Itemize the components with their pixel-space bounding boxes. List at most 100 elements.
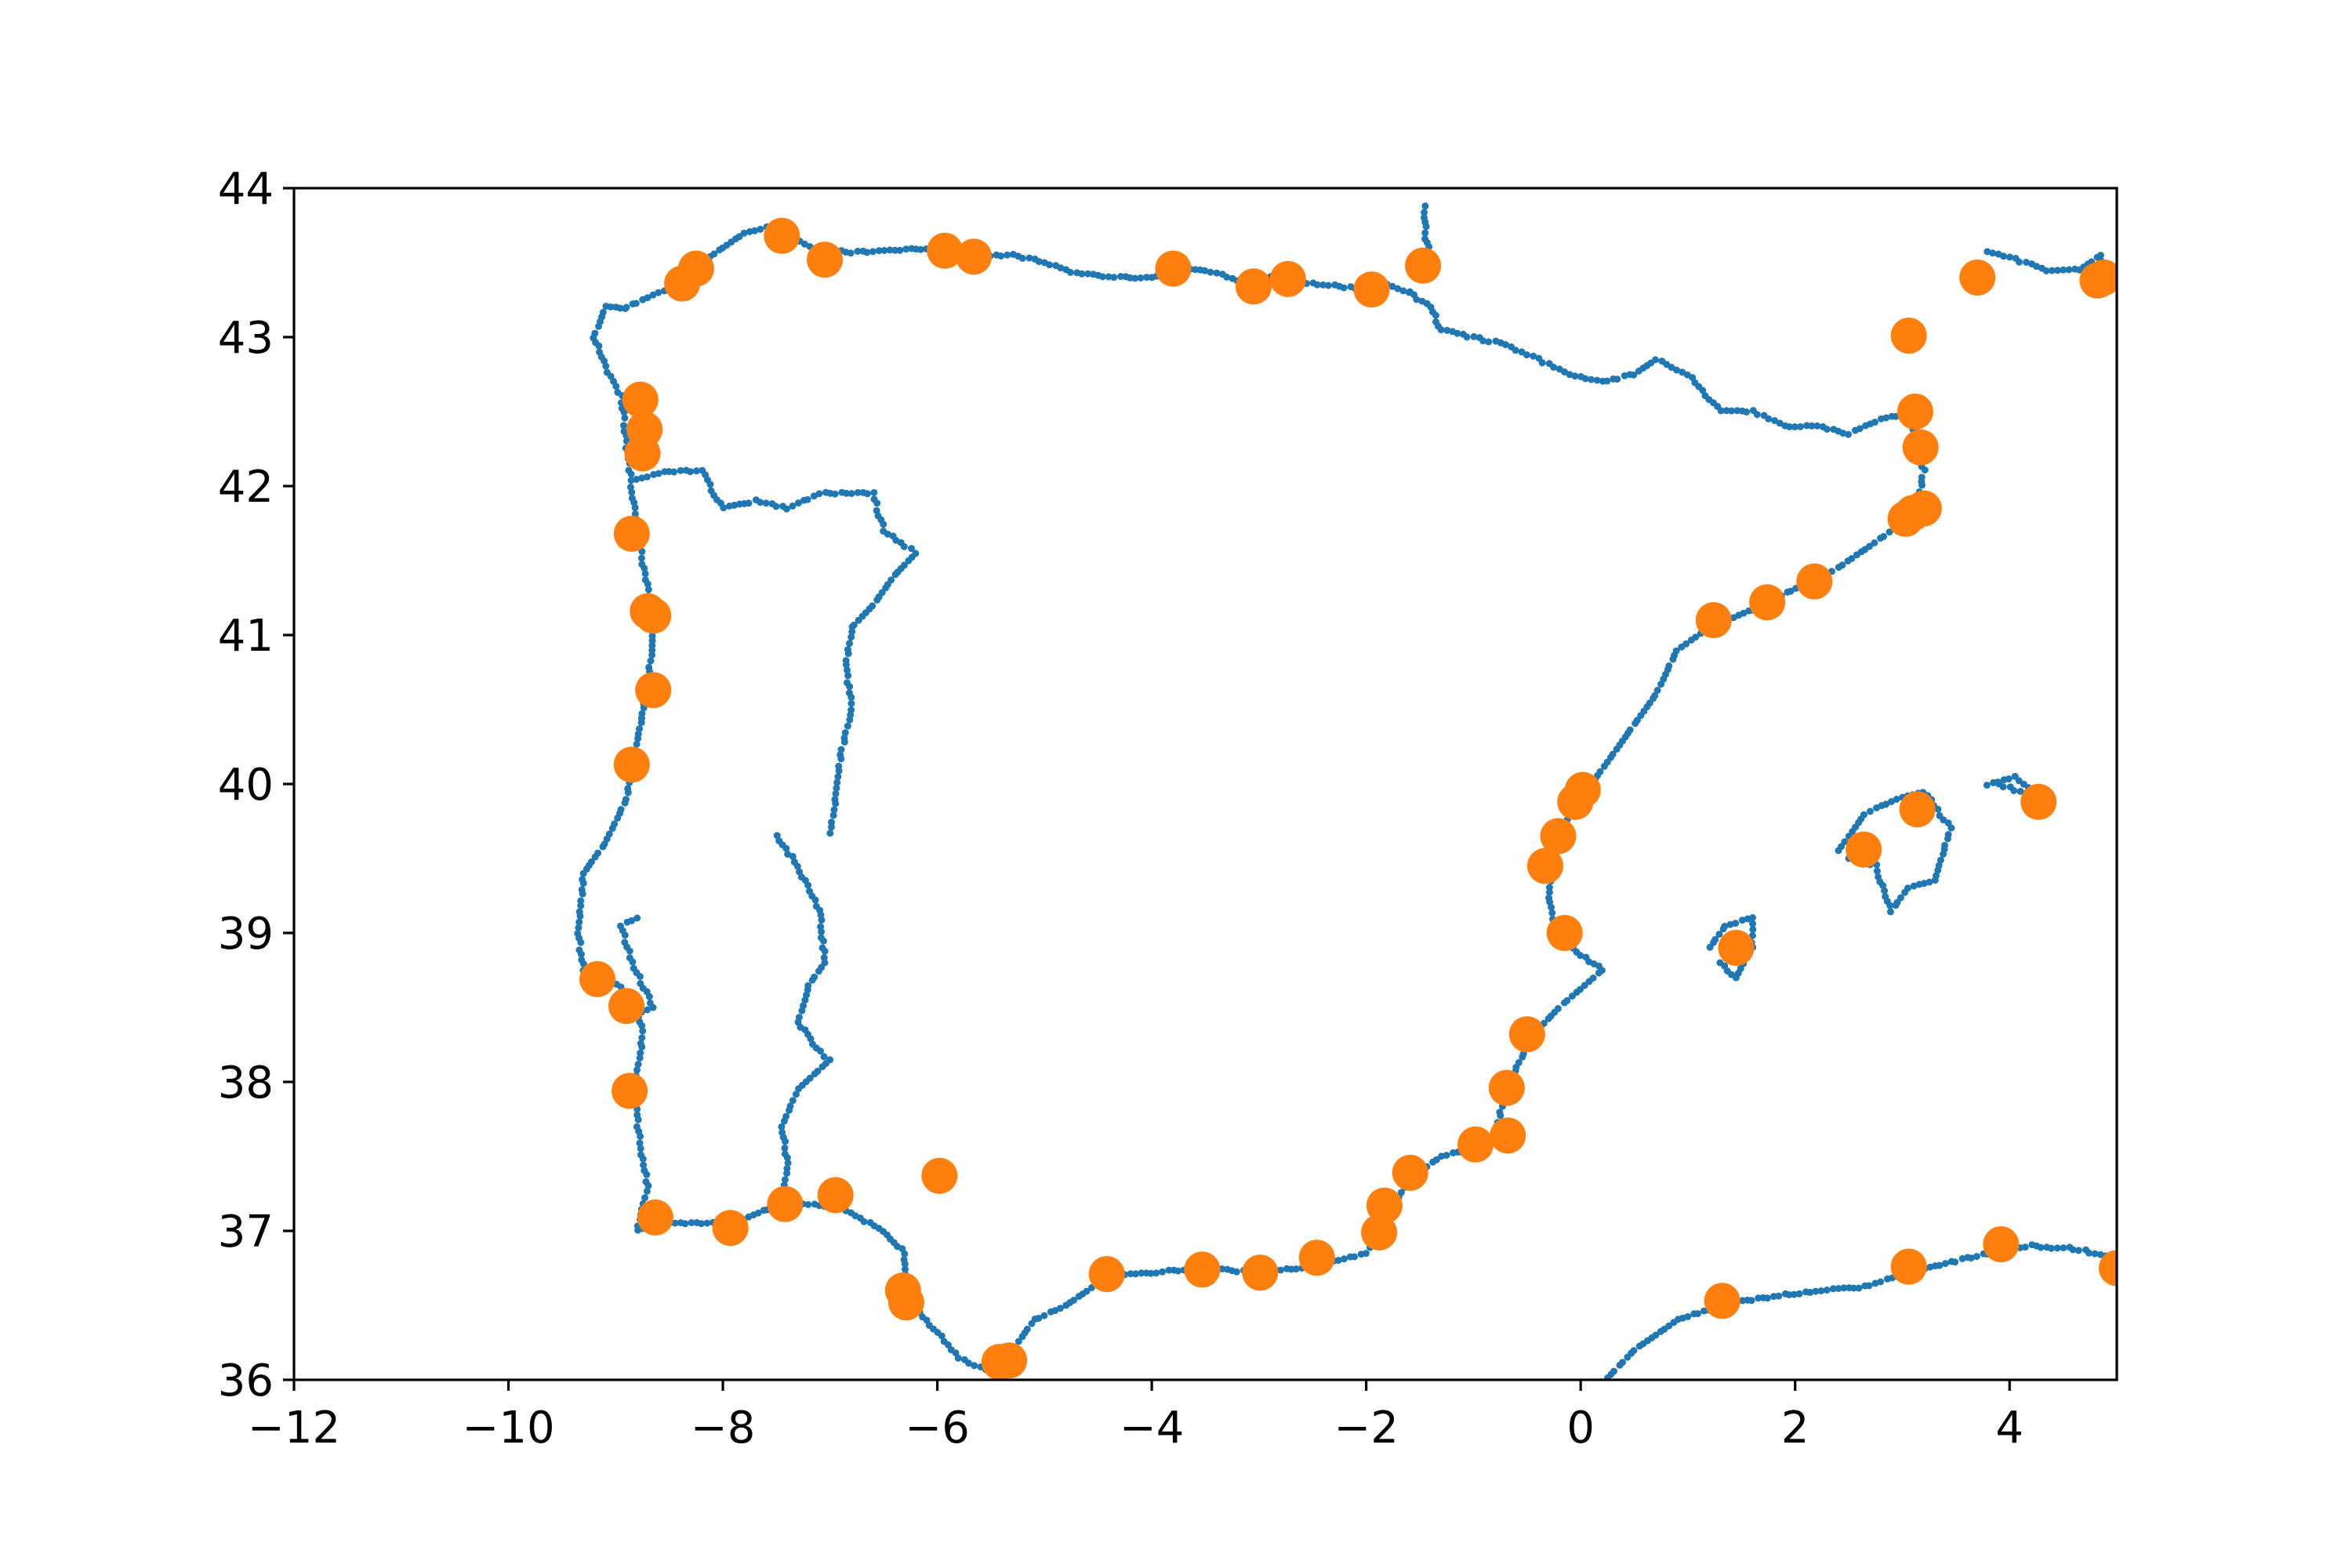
coastline-point	[1936, 1261, 1944, 1269]
coastline-point	[848, 699, 855, 707]
coastline-point	[846, 640, 853, 648]
station-point	[1846, 831, 1882, 868]
station-point	[927, 232, 964, 269]
coastline-point	[706, 481, 714, 488]
coastline-point	[1995, 780, 2003, 788]
station-point	[1242, 1254, 1279, 1291]
coastline-point	[1967, 1254, 1975, 1262]
coastline-point	[2054, 267, 2061, 274]
coastline-point	[575, 924, 583, 931]
coastline-point	[1018, 1333, 1026, 1341]
coastline-point	[636, 725, 643, 733]
coastline-point	[740, 229, 748, 237]
coastline-point	[1715, 931, 1723, 938]
coastline-point	[1399, 287, 1407, 295]
x-tick-label: −6	[905, 1403, 970, 1454]
coastline-point	[614, 389, 622, 396]
coastline-point	[880, 521, 887, 528]
coastline-point	[1716, 959, 1724, 967]
coastline-point	[2065, 266, 2073, 274]
coastline-point	[1856, 425, 1864, 433]
coastline-point	[637, 980, 644, 987]
coastline-point	[807, 1035, 815, 1043]
station-point	[1457, 1126, 1494, 1163]
coastline-point	[832, 800, 840, 808]
coastline-point	[1835, 564, 1842, 572]
coastline-point	[1722, 407, 1730, 415]
coastline-point	[633, 1123, 641, 1131]
coastline-point	[1201, 267, 1209, 274]
coastline-point	[818, 916, 826, 924]
station-point	[1155, 250, 1192, 287]
coastline-point	[784, 1160, 792, 1167]
coastline-point	[622, 796, 630, 804]
coastline-point	[628, 495, 636, 502]
coastline-point	[633, 740, 641, 748]
coastline-point	[848, 693, 855, 701]
station-point	[1527, 848, 1563, 884]
coastline-point	[1588, 376, 1595, 383]
y-tick-label: 37	[218, 1207, 274, 1258]
coastline-point	[818, 1063, 826, 1071]
coastline-point	[621, 938, 629, 946]
coastline-point	[848, 490, 855, 497]
coastline-point	[789, 502, 797, 510]
coastline-point	[1823, 426, 1831, 433]
coastline-point	[1665, 1322, 1673, 1330]
coastline-point	[844, 722, 851, 730]
station-point	[612, 1073, 648, 1109]
coastline-point	[905, 557, 913, 564]
coastline-point	[1595, 969, 1602, 977]
station-point	[1902, 429, 1939, 466]
coastline-point	[1028, 1319, 1036, 1327]
coastline-point	[633, 1066, 641, 1074]
coastline-point	[1324, 281, 1332, 289]
coastline-point	[596, 348, 604, 356]
coastline-point	[1432, 311, 1439, 319]
coastline-point	[1817, 1287, 1825, 1294]
coastline-point	[1568, 993, 1576, 1000]
coastline-point	[625, 466, 633, 474]
station-point	[2085, 260, 2117, 296]
coastline-point	[940, 1338, 948, 1345]
station-point	[1298, 1240, 1335, 1276]
coastline-point	[1131, 274, 1139, 282]
station-point	[1184, 1251, 1221, 1288]
coastline-point	[643, 1187, 651, 1195]
coastline-point	[1749, 920, 1756, 927]
station-point	[1564, 771, 1601, 808]
coastline-point	[634, 1061, 642, 1069]
coastline-point	[1796, 423, 1804, 430]
coastline-point	[1470, 332, 1478, 340]
coastline-point	[640, 1161, 648, 1169]
coastline-point	[2016, 258, 2023, 266]
coastline-point	[902, 1265, 909, 1273]
station-point	[764, 217, 800, 254]
coastline-point	[686, 468, 694, 476]
station-point	[1353, 271, 1390, 308]
series-layer	[574, 202, 2117, 1380]
coastline-point	[837, 755, 845, 763]
coastline-point	[1765, 415, 1773, 423]
coastline-point	[1749, 925, 1757, 933]
coastline-point	[641, 1167, 648, 1174]
coastline-point	[1548, 909, 1556, 916]
coastline-point	[1138, 1269, 1145, 1277]
coastline-point	[1057, 264, 1065, 272]
station-point	[624, 435, 661, 472]
coastline-point	[844, 650, 852, 658]
coastline-point	[645, 663, 653, 671]
coastline-point	[800, 240, 808, 248]
station-point	[613, 746, 650, 783]
coastline-point	[820, 1053, 828, 1061]
coastline-point	[631, 510, 639, 517]
coastline-point	[637, 554, 645, 562]
coastline-point	[1877, 535, 1884, 542]
coastline-point	[1668, 364, 1675, 371]
coastline-point	[1550, 363, 1558, 371]
coastline-point	[782, 1138, 789, 1145]
coastline-point	[1784, 588, 1791, 596]
coastline-point	[815, 490, 823, 498]
coastline-point	[837, 746, 845, 753]
coastline-point	[642, 1178, 650, 1185]
